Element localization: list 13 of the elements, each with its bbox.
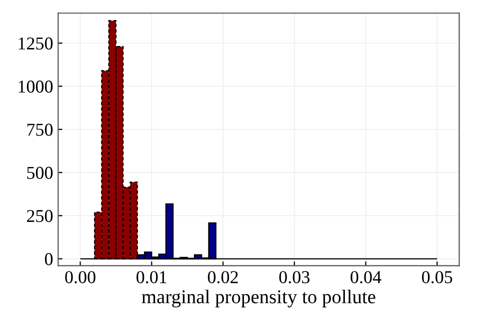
y-tick-label: 500 <box>27 166 53 179</box>
x-tick-label: 0.05 <box>422 271 452 284</box>
y-tick-label: 1000 <box>18 80 53 93</box>
x-tick-label: 0.00 <box>65 271 96 284</box>
x-tick-label: 0.01 <box>136 271 166 284</box>
y-tick-label: 250 <box>26 210 53 222</box>
y-tick-label: 1250 <box>18 37 53 50</box>
y-tick-label: 0 <box>44 253 53 266</box>
x-tick-label: 0.02 <box>208 271 238 284</box>
y-tick-label: 750 <box>27 124 53 136</box>
x-axis-title: marginal propensity to pollute <box>142 290 376 308</box>
x-tick-label: 0.03 <box>279 271 310 284</box>
x-tick-label: 0.04 <box>350 271 382 284</box>
